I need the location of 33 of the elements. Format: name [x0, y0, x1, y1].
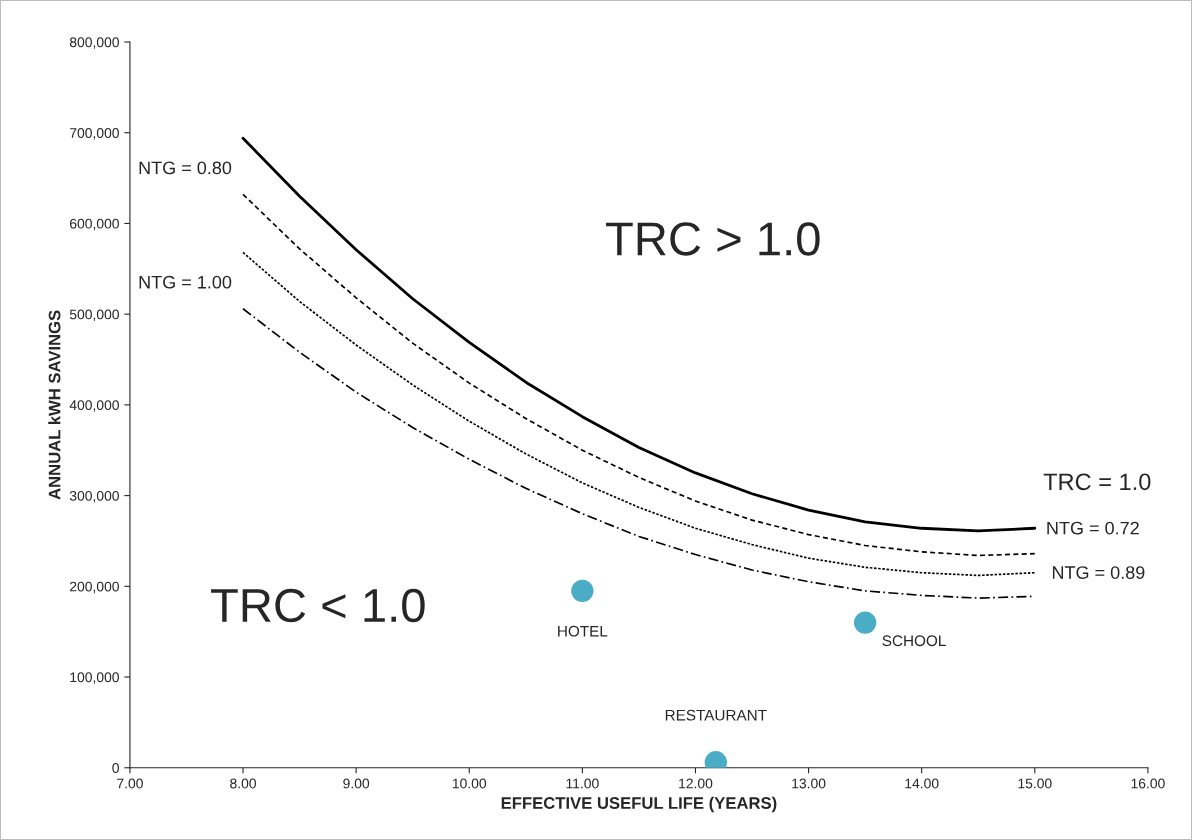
- annotation: RESTAURANT: [665, 709, 767, 721]
- x-tick-label: 12.00: [679, 778, 713, 789]
- annotation: NTG = 0.72: [1047, 521, 1139, 535]
- annotation: NTG = 0.80: [139, 161, 232, 175]
- line-series: [242, 193, 1036, 557]
- annotation: SCHOOL: [882, 635, 946, 647]
- annotation: TRC = 1.0: [1043, 473, 1151, 491]
- x-tick-label: 11.00: [566, 778, 599, 789]
- x-axis-title: EFFECTIVE USEFUL LIFE (YEARS): [501, 796, 777, 813]
- y-tick-label: 800,000: [69, 37, 119, 49]
- x-tick-label: 14.00: [905, 778, 939, 789]
- annotation: NTG = 1.00: [139, 275, 232, 289]
- y-axis-title: ANNUAL kWH SAVINGS: [48, 310, 61, 500]
- x-tick-label: 9.00: [343, 778, 370, 789]
- line-series: [241, 136, 1037, 533]
- x-tick-label: 16.00: [1131, 778, 1165, 789]
- annotation: TRC > 1.0: [606, 222, 820, 256]
- x-tick-label: 7.00: [117, 778, 143, 789]
- y-tick-label: 200,000: [70, 581, 119, 594]
- x-tick-label: 10.00: [452, 778, 487, 789]
- y-tick-label: 0: [112, 763, 119, 773]
- x-tick-label: 15.00: [1018, 778, 1052, 789]
- y-tick-label: 400,000: [69, 400, 119, 412]
- annotation: NTG = 0.89: [1052, 566, 1145, 579]
- x-tick-label: 8.00: [230, 778, 257, 789]
- x-tick-label: 13.00: [792, 778, 826, 789]
- y-tick-label: 300,000: [69, 490, 119, 503]
- annotation: TRC < 1.0: [211, 588, 425, 623]
- y-tick-label: 700,000: [70, 128, 119, 140]
- y-tick-label: 600,000: [70, 218, 119, 231]
- annotation: HOTEL: [558, 625, 608, 637]
- y-tick-label: 500,000: [69, 309, 119, 321]
- y-tick-label: 100,000: [70, 672, 119, 684]
